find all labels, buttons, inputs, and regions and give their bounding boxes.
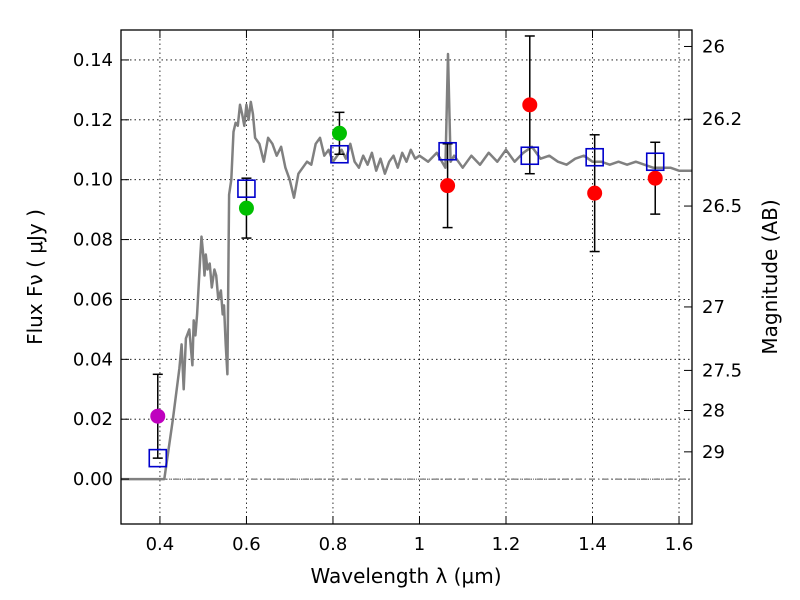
- observed-point: [587, 185, 603, 201]
- y-tick-label: 0.12: [73, 110, 113, 131]
- model-flux-square: [148, 448, 168, 468]
- model-fluxes: [148, 141, 665, 468]
- y-tick-label: 0.06: [73, 289, 113, 310]
- observed-point: [647, 170, 663, 186]
- magnitude-axis-ticks: 26 26.2 26.5 27 27.5 28 29: [684, 36, 742, 463]
- x-tick-label: 1.6: [665, 534, 694, 555]
- observed-points: [150, 97, 663, 424]
- magnitude-tick-label: 26.5: [702, 196, 742, 217]
- model-flux-square: [237, 179, 256, 198]
- magnitude-tick-label: 28: [702, 401, 725, 422]
- x-tick-label: 0.8: [319, 534, 348, 555]
- magnitude-tick-label: 29: [702, 442, 725, 463]
- x-tick-label: 0.6: [232, 534, 261, 555]
- model-flux-square: [585, 147, 604, 167]
- x-tick-label: 1.4: [578, 534, 607, 555]
- observed-point: [522, 97, 538, 113]
- y-axis-ticks: 0.00 0.02 0.04 0.06 0.08 0.10 0.12 0.14: [73, 50, 129, 490]
- x-axis-ticks: 0.4 0.6 0.8 1 1.2 1.4 1.6: [146, 30, 694, 555]
- observed-point: [238, 200, 254, 216]
- observed-point: [440, 178, 456, 194]
- model-flux-square: [438, 141, 457, 161]
- model-flux-square: [645, 152, 665, 172]
- plot-frame: [120, 29, 693, 525]
- right-axis-label: Magnitude (AB): [758, 199, 782, 354]
- observed-point: [331, 125, 347, 141]
- y-axis-label: Flux Fν ( μJy ): [23, 209, 47, 345]
- model-flux-square: [330, 144, 349, 164]
- magnitude-tick-label: 27: [702, 297, 725, 318]
- y-tick-label: 0.02: [73, 409, 113, 430]
- y-tick-label: 0.10: [73, 170, 113, 191]
- sed-model-spectrum: [121, 52, 692, 481]
- x-tick-label: 1.2: [492, 534, 521, 555]
- x-tick-label: 1: [414, 534, 425, 555]
- magnitude-tick-label: 26.2: [702, 109, 742, 130]
- y-tick-label: 0.14: [73, 50, 113, 71]
- x-axis-label: Wavelength λ (μm): [310, 564, 501, 588]
- y-tick-label: 0.08: [73, 230, 113, 251]
- x-tick-label: 0.4: [146, 534, 175, 555]
- model-flux-square: [520, 146, 540, 166]
- y-tick-label: 0.04: [73, 349, 113, 370]
- magnitude-tick-label: 27.5: [702, 360, 742, 381]
- y-tick-label: 0.00: [73, 469, 113, 490]
- magnitude-tick-label: 26: [702, 36, 725, 57]
- observed-point: [150, 408, 166, 424]
